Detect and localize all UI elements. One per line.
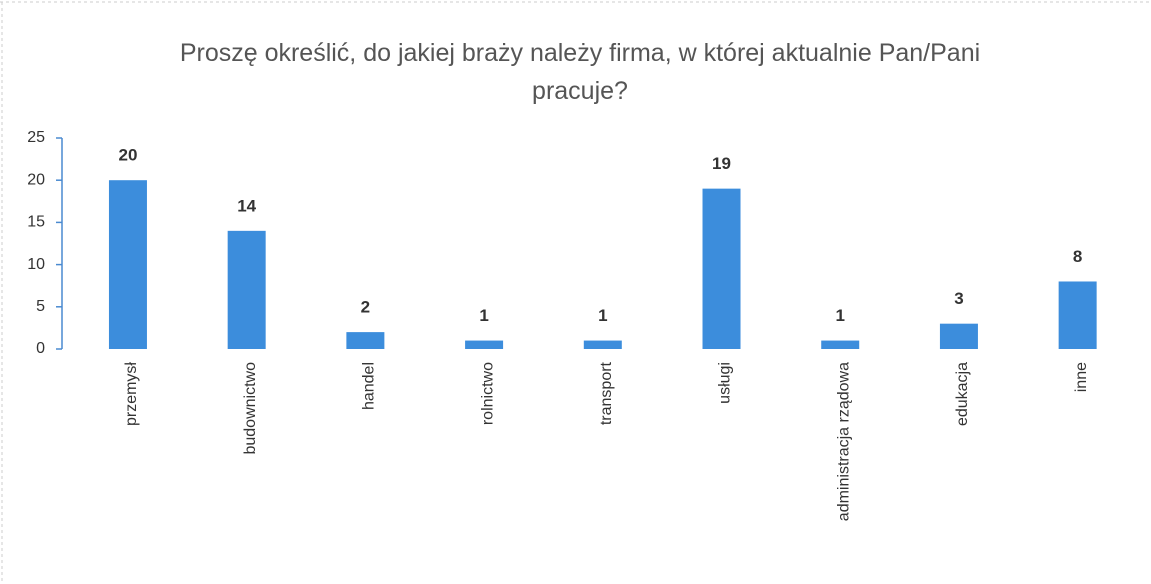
x-tick-label: transport (598, 361, 615, 425)
bar (702, 188, 741, 349)
chart-title: Proszę określić, do jakiej braży należy … (179, 39, 981, 105)
bar (821, 340, 860, 349)
y-tick-label: 15 (27, 214, 45, 231)
data-label: 20 (118, 146, 137, 165)
data-label: 8 (1073, 247, 1082, 266)
y-tick-label: 25 (27, 129, 45, 146)
bar (939, 323, 978, 349)
bar (227, 230, 266, 349)
x-tick-label: edukacja (954, 362, 971, 426)
y-tick-label: 0 (36, 340, 45, 357)
data-label: 3 (954, 289, 963, 308)
bar (465, 340, 504, 349)
data-label: 2 (361, 298, 370, 317)
bar (108, 180, 147, 349)
data-label: 1 (598, 306, 607, 325)
x-tick-label: rolnictwo (479, 362, 496, 425)
x-tick-label: handel (361, 362, 378, 410)
x-tick-label: administracja rządowa (835, 362, 852, 521)
bar (346, 332, 385, 349)
bar (583, 340, 622, 349)
x-tick-label: usługi (717, 362, 734, 404)
data-label: 14 (237, 196, 256, 215)
data-label: 1 (479, 306, 488, 325)
data-label: 1 (835, 306, 844, 325)
y-tick-label: 10 (27, 256, 45, 273)
data-label: 19 (712, 154, 731, 173)
y-tick-label: 20 (27, 171, 45, 188)
x-tick-label: inne (1073, 362, 1090, 392)
x-tick-label: przemysł (123, 362, 140, 426)
bar (1058, 281, 1097, 349)
y-tick-label: 5 (36, 298, 45, 315)
x-tick-label: budownictwo (242, 362, 259, 455)
